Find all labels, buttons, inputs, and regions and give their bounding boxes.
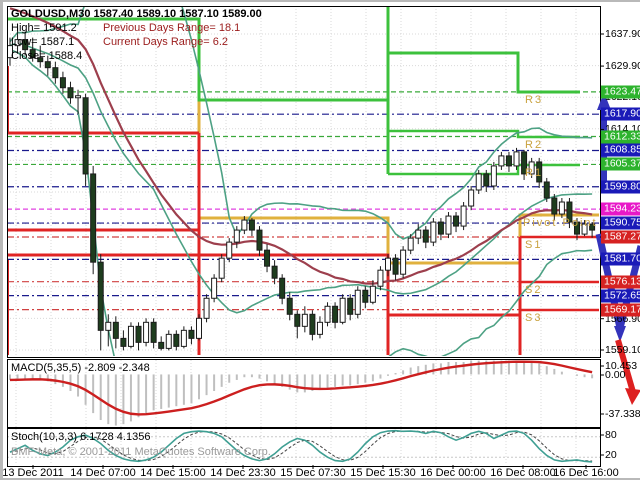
price-axis-label: 1559.10: [605, 343, 640, 356]
price-level-badge: 1605.37: [601, 157, 640, 171]
price-level-badge: 1617.90: [601, 107, 640, 121]
curr-range-label: Current Days Range= 6.2: [103, 36, 229, 48]
indicator-axis-label: 20: [605, 449, 617, 461]
indicator-axis-label: -37.338: [605, 408, 640, 420]
indicator-axis-label: 80: [605, 429, 617, 441]
macd-indicator-label: MACD(5,35,5) -2.809 -2.348: [11, 362, 150, 374]
day-high-label: High= 1591.2: [11, 22, 77, 34]
main-chart-panel[interactable]: [7, 2, 600, 480]
panel-frame: [7, 428, 601, 467]
panel-frame: [7, 6, 601, 358]
stoch-indicator-label: Stoch(10,3,3) 6.1728 4.1356: [11, 431, 151, 443]
macd-panel[interactable]: [9, 360, 594, 426]
price-axis-label: 1637.90: [605, 28, 640, 40]
price-level-badge: 1612.33: [601, 130, 640, 144]
price-axis-label: 1629.90: [605, 60, 640, 73]
price-level-badge: 1569.17: [601, 303, 640, 317]
prev-range-label: Previous Days Range= 18.1: [103, 22, 241, 34]
price-level-badge: 1587.27: [601, 230, 640, 244]
candles: [8, 27, 596, 351]
price-level-badge: 1590.75: [601, 216, 640, 230]
indicator-axis-label: 0.00: [605, 369, 626, 381]
symbol-ohlc-line: GOLDUSD,M30 1587.40 1589.10 1587.10 1589…: [11, 8, 262, 20]
price-level-badge: 1623.47: [601, 85, 640, 99]
price-level-badge: 1594.23: [601, 202, 640, 216]
price-level-badge: 1576.13: [601, 275, 640, 289]
day-close-label: Close= 1588.4: [11, 50, 83, 62]
price-level-badge: 1581.70: [601, 252, 640, 266]
time-axis[interactable]: [3, 466, 640, 478]
watermark: BMF-Meta, © 2001-2011 MetaQuotes Softwar…: [11, 446, 271, 458]
chart-canvas[interactable]: [3, 2, 640, 480]
stoch-panel[interactable]: [7, 429, 600, 463]
price-level-badge: 1599.80: [601, 180, 640, 194]
indicator-axis-label: 10.453: [605, 360, 638, 372]
day-low-label: Low= 1587.1: [11, 36, 75, 48]
price-level-badge: 1608.85: [601, 143, 640, 157]
panel-frame: [7, 359, 601, 428]
price-level-badge: 1572.65: [601, 289, 640, 303]
